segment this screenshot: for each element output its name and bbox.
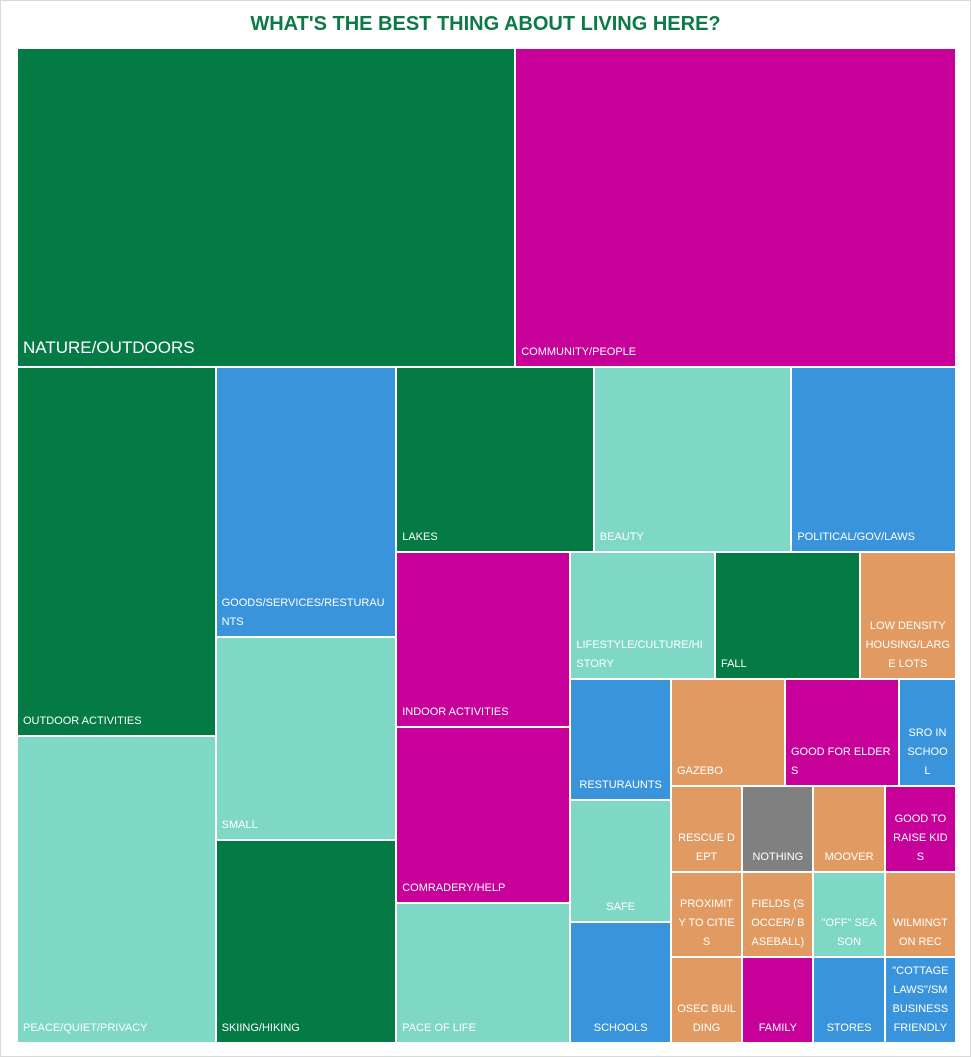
tile-label: "OFF" SEASON: [821, 917, 877, 949]
treemap-tile: NOTHING: [742, 785, 814, 872]
treemap-tile: SAFE: [570, 800, 671, 922]
tile-label: WILMINGTON REC: [892, 917, 948, 949]
treemap-tile: SKIING/HIKING: [215, 840, 397, 1043]
tile-label: FAMILY: [758, 1021, 797, 1034]
treemap-tile: COMMUNITY/PEOPLE: [515, 48, 956, 367]
treemap-tile: SMALL: [215, 637, 397, 841]
tile-label: OSEC BUILDING: [677, 1002, 736, 1034]
treemap-tile: GOODS/SERVICES/RESTURAUNTS: [215, 366, 397, 638]
tile-label: PROXIMITY TO CITIES: [678, 898, 735, 949]
tile-label: SMALL: [221, 819, 258, 832]
treemap-tile: LIFESTYLE/CULTURE/HISTORY: [570, 552, 715, 679]
treemap-tile: INDOOR ACTIVITIES: [396, 552, 571, 728]
treemap-tile: BEAUTY: [593, 366, 792, 553]
tile-label: GOOD FOR ELDERS: [790, 745, 891, 777]
treemap-tile: OUTDOOR ACTIVITIES: [17, 366, 216, 736]
tile-label: INDOOR ACTIVITIES: [402, 706, 509, 719]
tile-label: NOTHING: [752, 850, 804, 863]
tile-label: BEAUTY: [599, 531, 644, 544]
treemap-tile: GOOD TO RAISE KIDS: [884, 785, 956, 872]
tile-label: SRO IN SCHOOL: [907, 726, 948, 777]
tile-label: PEACE/QUIET/PRIVACY: [23, 1021, 148, 1034]
tile-label: STORES: [826, 1021, 872, 1034]
treemap-tile: OSEC BUILDING: [670, 957, 743, 1043]
tile-label: MOOVER: [824, 850, 874, 863]
treemap-tile: SRO IN SCHOOL: [898, 678, 956, 786]
treemap-tile: SCHOOLS: [570, 921, 671, 1043]
tile-label: POLITICAL/GOV/LAWS: [797, 531, 915, 544]
treemap-tile: "OFF" SEASON: [813, 871, 885, 958]
chart-title: WHAT'S THE BEST THING ABOUT LIVING HERE?: [250, 13, 721, 35]
treemap-tile: FIELDS (SOCCER/ BASEBALL): [742, 871, 814, 958]
treemap-tile: PACE OF LIFE: [396, 902, 571, 1043]
tile-label: FALL: [720, 657, 747, 670]
treemap-tile: COMRADERY/HELP: [396, 727, 571, 903]
tile-label: GOOD TO RAISE KIDS: [893, 812, 948, 863]
treemap-tile: NATURE/OUTDOORS: [17, 48, 516, 367]
treemap-tile: FAMILY: [742, 957, 814, 1043]
treemap-tile: POLITICAL/GOV/LAWS: [791, 366, 956, 553]
tile-label: "COTTAGE LAWS"/SM BUSINESS FRIENDLY: [892, 964, 949, 1034]
tile-label: LAKES: [402, 531, 438, 544]
tile-label: GOODS/SERVICES/RESTURAUNTS: [221, 597, 385, 629]
treemap-tile: STORES: [813, 957, 885, 1043]
tile-label: RESTURAUNTS: [579, 779, 662, 792]
treemap-tile: LAKES: [396, 366, 594, 553]
treemap-tile: FALL: [714, 552, 860, 679]
treemap-tile: GAZEBO: [670, 678, 785, 786]
tile-label: LIFESTYLE/CULTURE/HISTORY: [576, 638, 703, 670]
tile-label: COMMUNITY/PEOPLE: [521, 345, 637, 358]
tile-label: RESCUE DEPT: [678, 831, 735, 863]
treemap-tile: GOOD FOR ELDERS: [784, 678, 899, 786]
tile-label: COMRADERY/HELP: [402, 881, 506, 894]
tile-label: LOW DENSITY HOUSING/LARGE LOTS: [865, 619, 950, 670]
treemap-tile: LOW DENSITY HOUSING/LARGE LOTS: [859, 552, 956, 679]
tile-label: GAZEBO: [676, 764, 723, 777]
tile-label: SAFE: [606, 900, 636, 913]
tile-label: SKIING/HIKING: [221, 1021, 300, 1034]
tile-label: SCHOOLS: [593, 1021, 648, 1034]
tile-label: FIELDS (SOCCER/ BASEBALL): [751, 898, 805, 949]
treemap-tile: RESTURAUNTS: [570, 678, 671, 801]
treemap-tile: PROXIMITY TO CITIES: [670, 871, 743, 958]
tile-label: OUTDOOR ACTIVITIES: [23, 714, 142, 727]
treemap-tile: MOOVER: [813, 785, 885, 872]
treemap-tile: "COTTAGE LAWS"/SM BUSINESS FRIENDLY: [884, 957, 956, 1043]
tile-label: NATURE/OUTDOORS: [23, 337, 195, 357]
tile-label: PACE OF LIFE: [402, 1021, 476, 1034]
treemap-tile: PEACE/QUIET/PRIVACY: [17, 735, 216, 1043]
treemap-tile: WILMINGTON REC: [884, 871, 956, 958]
treemap-tile: RESCUE DEPT: [670, 785, 743, 872]
